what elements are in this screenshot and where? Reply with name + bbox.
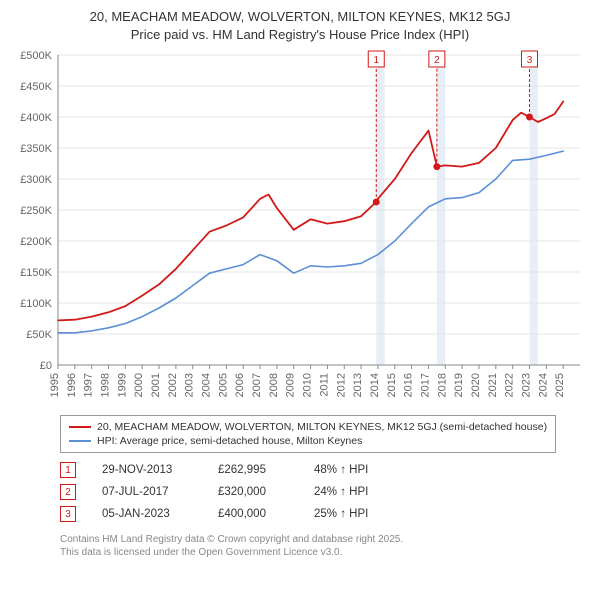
x-tick-label: 2002 [167,373,179,397]
x-tick-label: 2014 [369,373,381,397]
x-tick-label: 2013 [352,373,364,397]
series-hpi [58,151,563,333]
attribution-line-2: This data is licensed under the Open Gov… [60,546,590,559]
sales-table: 1 29-NOV-2013 £262,995 48% ↑ HPI 2 07-JUL-201… [60,459,590,525]
x-tick-label: 2021 [487,373,499,397]
x-tick-label: 2006 [234,373,246,397]
x-tick-label: 2023 [520,373,532,397]
x-tick-label: 2009 [285,373,297,397]
x-tick-label: 2003 [184,373,196,397]
sale-pct: 25% ↑ HPI [314,508,404,520]
sale-date: 07-JUL-2017 [102,486,192,498]
x-tick-label: 2004 [201,373,213,397]
sale-marker: 2 [60,484,76,500]
y-tick-label: £450K [20,81,52,93]
legend-row: 20, MEACHAM MEADOW, WOLVERTON, MILTON KE… [69,420,547,434]
y-tick-label: £150K [20,267,52,279]
legend-label: HPI: Average price, semi-detached house,… [97,435,362,447]
x-tick-label: 2020 [470,373,482,397]
attribution-line-1: Contains HM Land Registry data © Crown c… [60,533,590,546]
x-tick-label: 2022 [504,373,516,397]
x-tick-label: 2018 [436,373,448,397]
sale-price: £400,000 [218,508,288,520]
sale-pct: 24% ↑ HPI [314,486,404,498]
legend-swatch [69,440,91,442]
y-tick-label: £300K [20,174,52,186]
y-tick-label: £400K [20,112,52,124]
x-tick-label: 2000 [133,373,145,397]
marker-label: 3 [527,55,533,66]
y-tick-label: £200K [20,236,52,248]
sale-pct: 48% ↑ HPI [314,464,404,476]
series-price_paid [58,102,563,321]
x-tick-label: 2008 [268,373,280,397]
sale-marker: 3 [60,506,76,522]
sale-price: £320,000 [218,486,288,498]
sale-price: £262,995 [218,464,288,476]
marker-dot [433,163,440,170]
sale-row: 1 29-NOV-2013 £262,995 48% ↑ HPI [60,459,590,481]
x-tick-label: 2010 [302,373,314,397]
x-tick-label: 2017 [419,373,431,397]
sale-date: 29-NOV-2013 [102,464,192,476]
chart-area: £0 £50K £100K £150K £200K £250K £300K £350K £400… [10,47,590,407]
x-tick-label: 2011 [318,373,330,397]
x-tick-label: 2016 [403,373,415,397]
y-tick-label: £500K [20,50,52,62]
x-tick-label: 2007 [251,373,263,397]
marker-dot [373,199,380,206]
x-tick-label: 2024 [537,373,549,397]
sale-row: 2 07-JUL-2017 £320,000 24% ↑ HPI [60,481,590,503]
y-tick-label: £250K [20,205,52,217]
x-tick-label: 2001 [150,373,162,397]
title-line-1: 20, MEACHAM MEADOW, WOLVERTON, MILTON KE… [10,8,590,26]
attribution: Contains HM Land Registry data © Crown c… [60,533,590,559]
legend-row: HPI: Average price, semi-detached house,… [69,434,547,448]
x-tick-label: 2025 [554,373,566,397]
x-tick-label: 1996 [66,373,78,397]
y-tick-label: £0 [40,360,52,372]
x-tick-label: 2019 [453,373,465,397]
x-tick-label: 1997 [83,373,95,397]
y-tick-label: £100K [20,298,52,310]
x-tick-label: 1998 [100,373,112,397]
x-tick-label: 1999 [116,373,128,397]
x-tick-label: 1995 [49,373,61,397]
marker-label: 2 [434,55,440,66]
title-line-2: Price paid vs. HM Land Registry's House … [10,26,590,44]
sale-row: 3 05-JAN-2023 £400,000 25% ↑ HPI [60,503,590,525]
y-tick-label: £50K [26,329,52,341]
marker-label: 1 [373,55,379,66]
x-tick-label: 2012 [335,373,347,397]
y-tick-label: £350K [20,143,52,155]
chart-title: 20, MEACHAM MEADOW, WOLVERTON, MILTON KE… [10,8,590,43]
marker-dot [526,114,533,121]
chart-svg: £0 £50K £100K £150K £200K £250K £300K £350K £400… [10,47,590,407]
legend-swatch [69,426,91,428]
sale-date: 05-JAN-2023 [102,508,192,520]
page-root: 20, MEACHAM MEADOW, WOLVERTON, MILTON KE… [0,0,600,567]
x-tick-label: 2015 [386,373,398,397]
legend-label: 20, MEACHAM MEADOW, WOLVERTON, MILTON KE… [97,421,547,433]
sale-marker: 1 [60,462,76,478]
x-tick-label: 2005 [217,373,229,397]
legend: 20, MEACHAM MEADOW, WOLVERTON, MILTON KE… [60,415,556,453]
